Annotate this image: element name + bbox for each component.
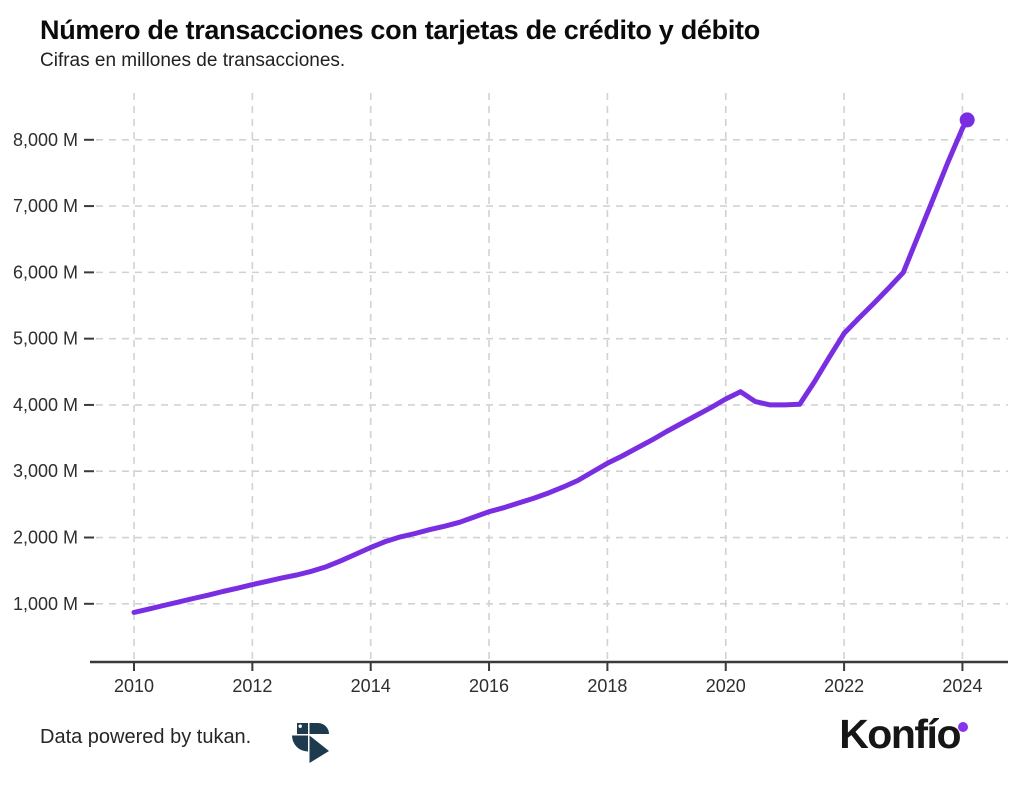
x-tick-label: 2014 <box>351 676 391 696</box>
y-tick-label: 1,000 M <box>13 594 78 614</box>
konfio-logo: Konfío <box>839 710 968 762</box>
x-tick-label: 2010 <box>114 676 154 696</box>
konfio-brand-dot <box>958 722 968 732</box>
chart-subtitle: Cifras en millones de transacciones. <box>40 50 346 71</box>
x-tick-label: 2022 <box>824 676 864 696</box>
x-tick-label: 2016 <box>469 676 509 696</box>
y-tick-label: 8,000 M <box>13 130 78 150</box>
y-tick-label: 3,000 M <box>13 461 78 481</box>
x-tick-label: 2020 <box>706 676 746 696</box>
tukan-logo-icon <box>292 723 329 763</box>
y-tick-label: 4,000 M <box>13 395 78 415</box>
chart-title: Número de transacciones con tarjetas de … <box>40 15 760 45</box>
y-tick-label: 7,000 M <box>13 196 78 216</box>
data-line <box>131 117 970 615</box>
x-tick-label: 2012 <box>232 676 272 696</box>
end-point-marker <box>959 112 975 128</box>
data-credit-text: Data powered by tukan. <box>40 726 252 748</box>
x-tick-label: 2018 <box>587 676 627 696</box>
y-tick-label: 2,000 M <box>13 528 78 548</box>
y-tick-label: 5,000 M <box>13 329 78 349</box>
data-credit: Data powered by tukan. <box>40 726 251 749</box>
konfio-wordmark: Konfío <box>839 711 961 757</box>
x-tick-label: 2024 <box>942 676 982 696</box>
transactions-line-chart: 2010 2012 2014 2016 2018 2020 2022 2024 1,000 M 2… <box>13 93 1008 696</box>
chart-header: Número de transacciones con tarjetas de … <box>40 14 760 72</box>
y-tick-label: 6,000 M <box>13 262 78 282</box>
